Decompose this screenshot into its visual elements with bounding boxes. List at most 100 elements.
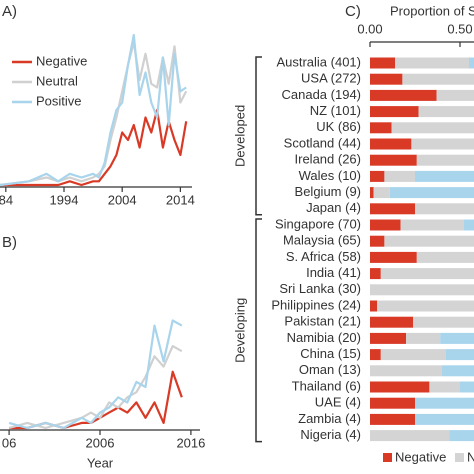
series-line [8, 319, 183, 430]
category-label: Oman (13) [299, 362, 361, 377]
x-tick-label: 2014 [166, 192, 195, 207]
x-axis-label: Year [87, 455, 114, 470]
bar-segment [370, 154, 417, 166]
bar-segment [416, 154, 474, 166]
bar-segment [370, 187, 374, 199]
panel-label: A) [2, 3, 17, 20]
category-label: Australia (401) [276, 54, 361, 69]
bar-segment [449, 430, 474, 442]
category-label: Sri Lanka (30) [279, 281, 361, 296]
legend-label: Positive [36, 93, 82, 108]
bar-segment [445, 349, 474, 361]
bar-segment [402, 73, 474, 85]
category-label: Scotland (44) [284, 135, 361, 150]
bar-segment [429, 381, 460, 393]
bar-segment [400, 219, 464, 231]
group-bracket [255, 56, 262, 216]
category-label: Thailand (6) [292, 378, 361, 393]
bar-segment [384, 235, 474, 247]
x-tick-label: 2016 [176, 435, 205, 450]
category-label: Belgium (9) [295, 184, 361, 199]
category-label: UAE (4) [315, 395, 361, 410]
bar-segment [411, 138, 474, 150]
category-label: India (41) [306, 265, 361, 280]
bar-segment [380, 268, 474, 280]
bar-segment [370, 89, 437, 101]
category-label: Ireland (26) [295, 152, 361, 167]
bar-segment [440, 332, 474, 344]
bar-segment [370, 332, 406, 344]
bar-segment [415, 170, 474, 182]
legend-swatch [455, 453, 464, 462]
bar-segment [416, 251, 474, 263]
x-tick-label: 06 [2, 435, 16, 450]
bar-segment [370, 268, 381, 280]
bar-segment [418, 106, 474, 118]
legend-swatch [383, 453, 392, 462]
category-label: S. Africa (58) [286, 249, 361, 264]
panel-label: C) [345, 3, 361, 20]
bar-segment [415, 413, 474, 425]
group-bracket [255, 218, 262, 443]
bar-segment [370, 284, 474, 296]
bar-segment [370, 381, 430, 393]
bar-segment [415, 203, 474, 215]
bar-segment [384, 170, 415, 182]
legend-label: Neutral [467, 449, 474, 464]
bar-segment [370, 219, 401, 231]
category-label: Singapore (70) [275, 216, 361, 231]
bar-segment [370, 365, 442, 377]
category-label: NZ (101) [310, 103, 361, 118]
category-label: China (15) [300, 346, 361, 361]
legend-label: Negative [395, 449, 446, 464]
bar-segment [370, 413, 415, 425]
category-label: Malaysia (65) [283, 233, 361, 248]
bar-segment [370, 122, 392, 134]
group-label: Developed [232, 105, 247, 167]
x-tick-label: 2006 [86, 435, 115, 450]
chart-title: Proportion of Se [390, 3, 474, 18]
legend-label: Negative [36, 53, 87, 68]
bar-segment [395, 57, 469, 69]
series-line [0, 41, 188, 187]
legend-label: Neutral [36, 73, 78, 88]
category-label: Zambia (4) [298, 411, 361, 426]
category-label: Wales (10) [299, 168, 361, 183]
bar-segment [406, 332, 441, 344]
bar-segment [370, 138, 412, 150]
bar-segment [436, 89, 474, 101]
bar-segment [370, 57, 396, 69]
bar-segment [391, 122, 474, 134]
bar-segment [370, 73, 403, 85]
x-tick-label: 0.50 [447, 21, 472, 36]
category-label: Japan (4) [306, 200, 361, 215]
bar-segment [370, 251, 417, 263]
bar-segment [415, 397, 474, 409]
bar-segment [370, 300, 378, 312]
category-label: UK (86) [316, 119, 361, 134]
bar-segment [389, 187, 474, 199]
category-label: Pakistan (21) [284, 314, 361, 329]
bar-segment [370, 397, 415, 409]
group-label: Developing [232, 298, 247, 363]
bar-segment [370, 235, 385, 247]
x-tick-label: 0.00 [357, 21, 382, 36]
series-line [8, 345, 183, 430]
bar-segment [460, 381, 474, 393]
bar-segment [370, 106, 419, 118]
series-line [0, 33, 187, 187]
bar-segment [413, 316, 474, 328]
x-tick-label: 84 [0, 192, 13, 207]
panel-label: B) [2, 234, 17, 251]
bar-segment [463, 219, 474, 231]
category-label: Nigeria (4) [300, 427, 361, 442]
bar-segment [380, 349, 446, 361]
bar-segment [370, 430, 450, 442]
category-label: Namibia (20) [287, 330, 361, 345]
series-line [9, 370, 183, 430]
series-line [0, 108, 188, 187]
bar-segment [442, 365, 474, 377]
bar-segment [370, 203, 415, 215]
bar-segment [370, 349, 381, 361]
